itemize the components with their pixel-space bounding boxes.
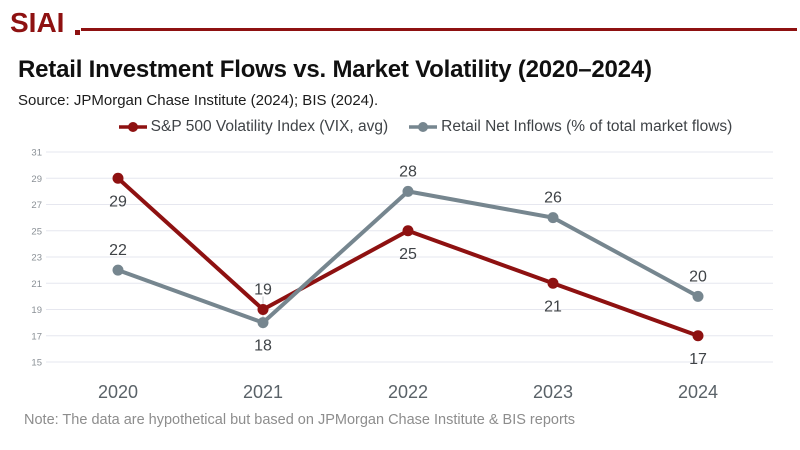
data-point-marker (402, 225, 414, 237)
brand-logo: SIAI (10, 7, 65, 38)
legend-label-retail: Retail Net Inflows (% of total market fl… (441, 118, 733, 135)
legend-marker-icon (127, 122, 138, 132)
data-point-label: 28 (399, 163, 417, 180)
footnote: Note: The data are hypothetical but base… (24, 412, 576, 428)
header-rule (81, 28, 797, 31)
data-point-label: 20 (689, 268, 707, 285)
data-point-label: 18 (254, 338, 272, 355)
data-point-label: 22 (109, 242, 127, 259)
data-point-marker (257, 317, 269, 329)
data-point-marker (547, 212, 559, 224)
legend-swatch-0 (118, 122, 147, 132)
legend-label-vix: S&P 500 Volatility Index (VIX, avg) (150, 118, 389, 135)
data-point-label: 29 (109, 193, 127, 210)
legend-item-retail: Retail Net Inflows (% of total market fl… (408, 118, 732, 136)
data-point-marker (692, 330, 704, 342)
y-tick-label: 23 (31, 253, 42, 264)
y-tick-label: 29 (31, 174, 42, 185)
brand-logo-period (75, 30, 80, 35)
legend-marker-icon (418, 122, 429, 132)
source-text: Source: JPMorgan Chase Institute (2024);… (18, 92, 379, 109)
x-tick-label: 2021 (243, 382, 283, 402)
legend-item-vix: S&P 500 Volatility Index (VIX, avg) (118, 118, 389, 136)
data-point-marker (692, 290, 704, 302)
y-tick-label: 21 (31, 279, 42, 290)
y-tick-label: 25 (31, 226, 42, 237)
legend-swatch-1 (409, 122, 438, 132)
data-point-label: 21 (544, 298, 562, 315)
x-tick-label: 2020 (98, 382, 138, 402)
page-title: Retail Investment Flows vs. Market Volat… (18, 56, 652, 83)
data-point-label: 25 (399, 246, 417, 263)
x-tick-label: 2022 (388, 382, 428, 402)
data-point-marker (257, 304, 269, 315)
y-tick-label: 17 (31, 331, 42, 342)
data-point-marker (547, 277, 559, 289)
y-tick-label: 19 (31, 305, 42, 316)
data-point-label: 17 (689, 351, 707, 368)
y-tick-label: 27 (31, 200, 42, 211)
y-tick-label: 31 (31, 148, 42, 159)
y-tick-label: 15 (31, 358, 42, 369)
data-point-label: 26 (544, 190, 562, 207)
data-point-label: 19 (254, 282, 272, 299)
data-point-marker (112, 172, 124, 184)
x-tick-label: 2024 (678, 382, 718, 402)
legend: S&P 500 Volatility Index (VIX, avg) Reta… (0, 118, 800, 136)
data-point-marker (402, 185, 414, 197)
data-point-marker (112, 264, 124, 276)
x-tick-label: 2023 (533, 382, 573, 402)
